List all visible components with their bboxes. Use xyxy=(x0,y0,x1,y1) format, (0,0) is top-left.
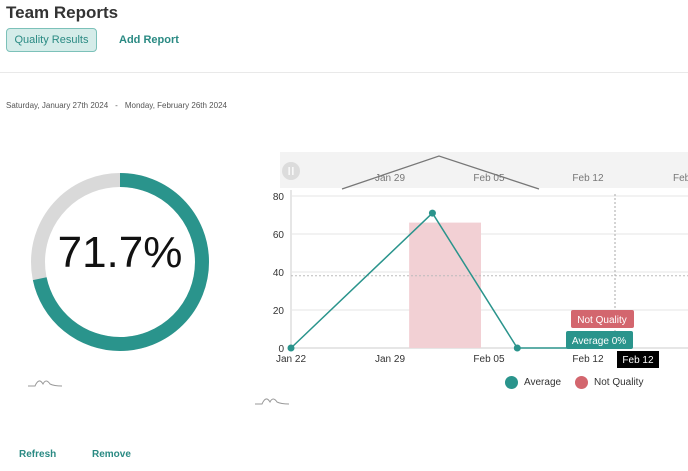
x-tick-label: Feb 12 xyxy=(572,354,604,365)
sparkline-icon xyxy=(255,398,290,405)
navigator-pause-button[interactable] xyxy=(282,162,300,180)
legend-item-not-quality[interactable]: Not Quality xyxy=(575,376,643,389)
x-tick-label: Jan 29 xyxy=(375,354,405,365)
navigator-tick-label: Feb xyxy=(673,173,688,184)
date-range-separator: - xyxy=(115,101,118,110)
date-range: Saturday, January 27th 2024- Monday, Febr… xyxy=(6,101,227,110)
average-data-point[interactable] xyxy=(287,344,295,352)
navigator-series-line xyxy=(341,155,540,190)
x-tick-label: Jan 22 xyxy=(276,354,306,365)
crosshair-x-label xyxy=(617,351,659,368)
crosshair-x-label-text: Feb 12 xyxy=(622,355,654,366)
sparkline-icon xyxy=(28,380,63,387)
tooltip-average xyxy=(566,331,633,349)
pause-icon xyxy=(288,167,290,175)
average-data-point[interactable] xyxy=(513,344,521,352)
page-title: Team Reports xyxy=(6,3,119,22)
navigator-tick-label: Jan 29 xyxy=(375,173,405,184)
quality-donut xyxy=(31,173,209,351)
tooltip-average-label: Average 0% xyxy=(572,336,626,347)
remove-button[interactable]: Remove xyxy=(92,449,131,460)
pause-icon xyxy=(292,167,294,175)
y-tick-label: 40 xyxy=(273,268,285,279)
y-tick-label: 80 xyxy=(273,192,285,203)
legend-average-label: Average xyxy=(524,377,562,388)
date-range-end: Monday, February 26th 2024 xyxy=(124,101,227,110)
y-tick-label: 0 xyxy=(278,344,284,355)
not-quality-bar[interactable] xyxy=(409,222,481,348)
average-data-point[interactable] xyxy=(428,209,436,217)
donut-progress-arc xyxy=(31,173,209,351)
navigator-tick-label: Feb 05 xyxy=(473,173,505,184)
y-tick-label: 20 xyxy=(273,306,285,317)
legend-not-quality-label: Not Quality xyxy=(594,377,644,388)
date-range-start: Saturday, January 27th 2024 xyxy=(6,101,109,110)
navigator-tick-label: Feb 12 xyxy=(572,173,604,184)
x-tick-label: Feb 05 xyxy=(473,354,505,365)
legend-item-average[interactable]: Average xyxy=(505,376,561,389)
legend-average-marker xyxy=(505,376,518,389)
navigator-background xyxy=(280,152,688,188)
tooltip-not-quality xyxy=(571,310,634,328)
y-tick-label: 60 xyxy=(273,230,285,241)
legend-not-quality-marker xyxy=(575,376,588,389)
tab-add-report[interactable]: Add Report xyxy=(119,34,179,46)
tab-quality-results[interactable]: Quality Results xyxy=(6,28,97,52)
refresh-button[interactable]: Refresh xyxy=(19,449,57,460)
header-divider xyxy=(0,72,688,73)
quality-percent: 71.7% xyxy=(57,228,183,277)
tooltip-not-quality-label: Not Quality xyxy=(577,315,626,326)
